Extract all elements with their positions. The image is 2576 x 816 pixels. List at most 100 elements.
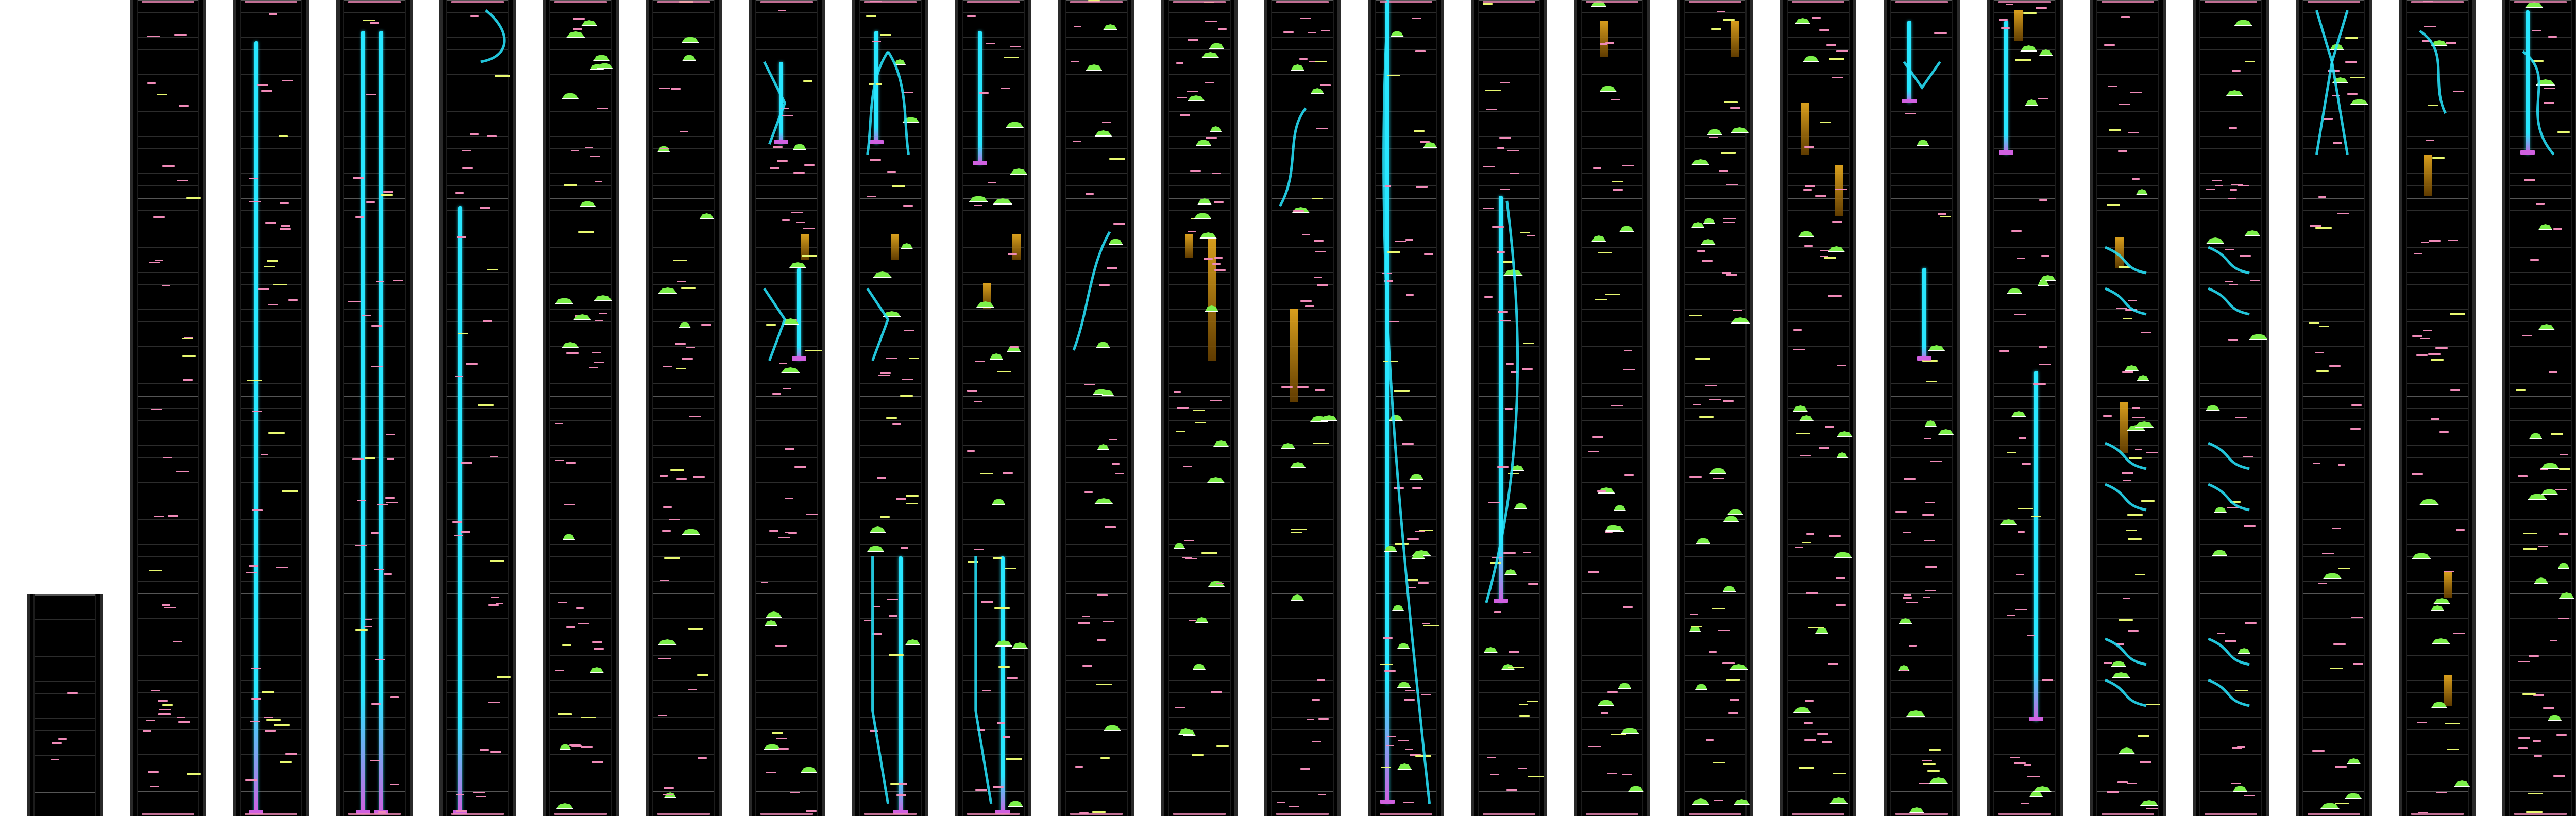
tap-note [176,180,188,181]
tap-note [573,28,583,30]
beat-line [138,519,199,520]
lane-rail [1230,0,1231,816]
beat-line [1685,692,1746,693]
tap-note [2556,734,2567,736]
tap-note [679,131,688,132]
guide-note [766,324,776,326]
beat-line [859,321,921,322]
lane-rail [755,0,757,816]
tap-note [2533,755,2543,757]
beat-line [756,185,818,186]
hold-note [797,268,802,361]
beat-line [1375,383,1436,384]
guide-note [2235,690,2249,691]
tap-note [896,794,906,796]
flick-note [2538,224,2553,230]
guide-note [1799,767,1814,769]
tap-note [2231,184,2243,185]
tap-note [2558,533,2568,535]
beat-line [241,49,302,50]
measure-line [1272,0,1333,1]
beat-line [1169,111,1230,112]
tap-note [898,783,907,785]
critical-note [2115,237,2124,268]
guide-note [1004,568,1016,569]
tap-note [1819,447,1830,449]
beat-line [1582,729,1642,730]
guide-note [148,570,162,571]
guide-note [1195,422,1206,423]
tap-note [1587,571,1599,573]
guide-note [1598,252,1613,253]
tap-note [1815,195,1826,197]
beat-line [2406,111,2468,112]
beat-line [550,655,611,656]
beat-line [1582,247,1642,248]
tap-note [279,202,289,204]
beat-line [2510,618,2571,619]
beat-line [1685,680,1746,681]
tap-note [2038,98,2048,99]
lane-rail [817,0,819,816]
guide-note [1387,75,1400,76]
tap-note [1922,514,1935,516]
beat-line [756,420,818,421]
flick-note [593,295,613,301]
slide-note-path [2315,10,2333,155]
beat-line [241,111,302,112]
beat-line [1478,12,1539,13]
tap-note [67,692,78,694]
tap-note [1723,222,1735,223]
beat-line [756,754,818,755]
beat-line [138,74,199,75]
beat-line [550,692,611,693]
guide-note [1201,552,1218,554]
tap-note [1834,295,1842,297]
guide-note [2015,59,2031,61]
beat-line [962,729,1024,730]
flick-note [1691,159,1710,165]
tap-note [1408,587,1416,588]
beat-line [2200,136,2262,137]
hold-note [458,206,463,814]
tap-note [1314,240,1324,242]
tap-note [1214,257,1223,259]
tap-note [901,92,913,93]
start-marker [245,1,298,3]
beat-line [2097,717,2158,718]
beat-line [344,346,405,347]
beat-line [756,692,818,693]
tap-note [159,709,171,710]
start-marker [2205,1,2258,3]
start-marker [863,1,917,3]
tap-note [2021,463,2031,465]
beat-line [550,12,611,13]
beat-line [1169,581,1230,582]
beat-line [859,680,921,681]
flick-note [1390,31,1404,37]
tap-note [1071,61,1079,62]
tap-note [2128,300,2138,301]
lane-edge [2503,0,2505,816]
guide-note [997,371,1011,372]
tap-note [1312,699,1320,701]
beat-line [653,74,715,75]
tap-note [1922,360,1932,361]
beat-line [1066,148,1127,149]
tap-note [352,458,364,460]
flick-note [1906,710,1926,717]
tap-note [1107,267,1118,269]
tap-note [2518,747,2528,749]
beat-line [2200,581,2262,582]
tap-note [996,722,1005,724]
measure-line [241,396,302,397]
guide-note [2018,508,2034,509]
beat-line [2406,692,2468,693]
measure-line [2097,593,2158,594]
beat-line [1272,544,1333,545]
tap-note [482,320,493,322]
tap-note [1588,451,1599,452]
flick-note [1836,452,1848,458]
beat-line [962,148,1024,149]
lane-rail [920,0,922,816]
